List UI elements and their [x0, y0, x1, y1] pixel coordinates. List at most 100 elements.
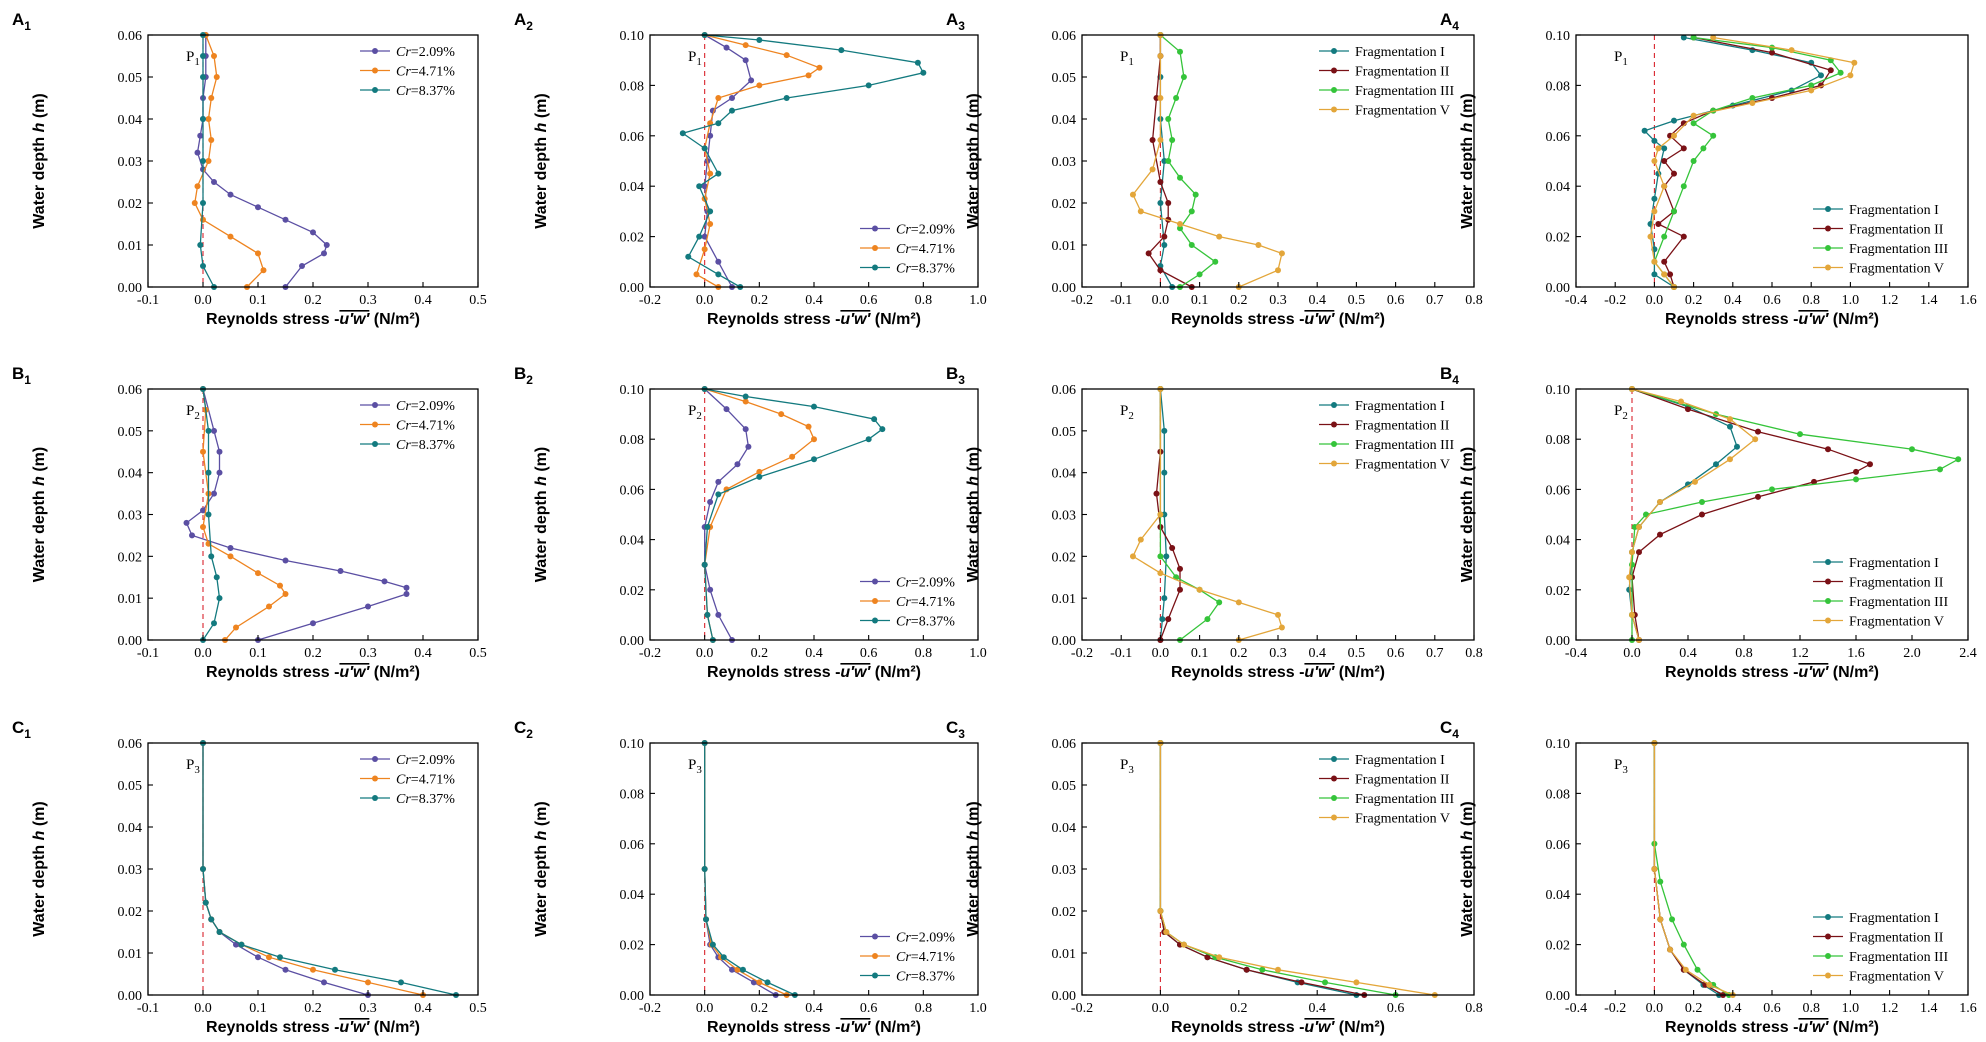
x-axis-ticks: -0.4 -0.2 0.0 0.2 0.4 0.6 0.8 1.0 1.2 1.4 1.6 — [1565, 990, 1977, 1016]
legend-label: Fragmentation I — [1849, 203, 1939, 218]
x-tick-label: 0.6 — [860, 1001, 878, 1016]
x-tick-label: 0.6 — [1387, 646, 1405, 661]
data-point — [1808, 87, 1815, 94]
legend-item: Cr=4.71% — [860, 950, 955, 965]
legend-label: Cr=8.37% — [396, 438, 455, 453]
data-point — [1177, 565, 1183, 572]
x-tick-label: 0.8 — [1802, 1001, 1820, 1016]
x-tick: 0.2 — [1685, 282, 1702, 308]
x-tick: -0.1 — [1110, 282, 1132, 308]
data-point — [1169, 544, 1176, 551]
legend-swatch-marker — [1825, 914, 1831, 920]
legend-item: Cr=2.09% — [360, 45, 455, 60]
x-tick-label: 0.5 — [469, 1001, 487, 1016]
data-point — [1867, 461, 1873, 468]
x-tick-label: 0.4 — [805, 646, 823, 661]
y-tick-label: 0.01 — [1052, 947, 1077, 962]
data-point — [205, 158, 212, 164]
x-tick: 2.4 — [1959, 635, 1977, 661]
legend-swatch-marker — [1825, 933, 1831, 940]
data-point — [734, 461, 741, 468]
x-tick: 0.8 — [1465, 282, 1483, 308]
y-tick: 0.04 — [1052, 821, 1087, 836]
x-tick: 1.2 — [1881, 990, 1898, 1016]
y-tick-label: 0.04 — [1052, 113, 1077, 128]
x-tick-label: 0.2 — [1685, 1001, 1703, 1016]
data-point — [202, 899, 209, 906]
x-axis-ticks: -0.4 -0.2 0.0 0.2 0.4 0.6 0.8 1.0 1.2 1.4 1.6 — [1565, 282, 1977, 308]
x-tick-label: -0.2 — [639, 293, 661, 308]
data-point — [715, 478, 722, 485]
y-tick: 0.05 — [118, 71, 153, 86]
legend-swatch-marker — [1825, 953, 1831, 959]
data-point — [1275, 966, 1281, 973]
data-point — [1161, 427, 1168, 434]
x-tick-label: 0.7 — [1426, 293, 1444, 308]
y-tick: 0.08 — [1546, 787, 1581, 802]
x-tick: 0.4 — [1308, 282, 1326, 308]
data-point — [1157, 553, 1164, 560]
y-tick-label: 0.06 — [1052, 737, 1077, 752]
data-point — [1706, 981, 1713, 988]
legend-swatch-marker — [1331, 460, 1337, 467]
x-tick-label: 0.8 — [1465, 293, 1483, 308]
y-tick: 0.04 — [620, 180, 655, 195]
legend-swatch-marker — [1331, 756, 1337, 762]
y-tick-label: 0.05 — [118, 779, 143, 794]
data-point — [715, 491, 722, 498]
chart-c3: C3-0.2 0.0 0.2 0.4 0.6 0.80.000.010.020.030.0… — [946, 718, 1483, 1036]
measurement-point-label: P3 — [186, 757, 200, 776]
y-tick: 0.10 — [1546, 29, 1581, 44]
series-4 — [1157, 740, 1438, 998]
data-point — [1188, 242, 1195, 248]
legend-swatch-marker — [1825, 225, 1831, 232]
data-point — [1275, 611, 1281, 618]
data-point — [1690, 120, 1697, 127]
data-point — [704, 524, 711, 531]
legend-label: Fragmentation I — [1849, 556, 1939, 571]
data-point — [1129, 553, 1136, 560]
x-tick: 0.8 — [1465, 990, 1483, 1016]
series-3 — [701, 386, 886, 643]
y-tick-label: 0.06 — [1546, 130, 1571, 145]
x-tick-label: 0.4 — [1724, 1001, 1742, 1016]
legend: Cr=2.09% Cr=4.71% Cr=8.37% — [360, 45, 455, 99]
y-tick: 0.05 — [118, 425, 153, 440]
y-tick: 0.01 — [1052, 947, 1087, 962]
y-tick-label: 0.05 — [1052, 779, 1077, 794]
y-axis-ticks: 0.00 0.01 0.02 0.03 0.04 0.05 0.06 — [118, 29, 153, 296]
x-tick-label: 0.2 — [304, 293, 322, 308]
data-point — [707, 221, 714, 227]
data-point — [213, 74, 220, 80]
x-tick-label: 0.8 — [1735, 646, 1753, 661]
y-tick: 0.00 — [620, 634, 655, 649]
y-tick: 0.02 — [1546, 939, 1581, 954]
data-point — [216, 469, 223, 476]
data-point — [1204, 954, 1211, 961]
legend-swatch-marker — [1331, 421, 1337, 428]
data-point — [739, 966, 746, 973]
data-point — [745, 443, 752, 450]
series-2 — [200, 740, 426, 998]
data-point — [723, 406, 730, 413]
x-axis-title: Reynolds stress -u′w′ (N/m²) — [206, 1019, 420, 1036]
data-point — [197, 242, 204, 248]
x-axis-ticks: -0.1 0.0 0.1 0.2 0.3 0.4 0.5 — [137, 990, 487, 1016]
data-point — [709, 941, 716, 948]
data-point — [1137, 536, 1144, 543]
x-axis-ticks: -0.2 0.0 0.2 0.4 0.6 0.8 — [1071, 990, 1483, 1016]
y-tick-label: 0.08 — [620, 79, 645, 94]
x-tick-label: 0.0 — [1152, 646, 1170, 661]
x-tick: 2.0 — [1903, 635, 1921, 661]
legend-item: Fragmentation V — [1319, 458, 1450, 473]
x-tick: 0.3 — [359, 635, 377, 661]
x-tick-label: -0.2 — [1604, 1001, 1626, 1016]
legend-label: Fragmentation V — [1849, 970, 1944, 985]
legend-swatch-marker — [872, 245, 878, 251]
x-tick: 0.8 — [1802, 990, 1820, 1016]
x-tick-label: -0.2 — [1071, 1001, 1093, 1016]
legend-item: Cr=4.71% — [360, 65, 455, 80]
x-tick-label: 0.4 — [1308, 646, 1326, 661]
data-point — [914, 59, 921, 66]
data-point — [865, 82, 872, 89]
